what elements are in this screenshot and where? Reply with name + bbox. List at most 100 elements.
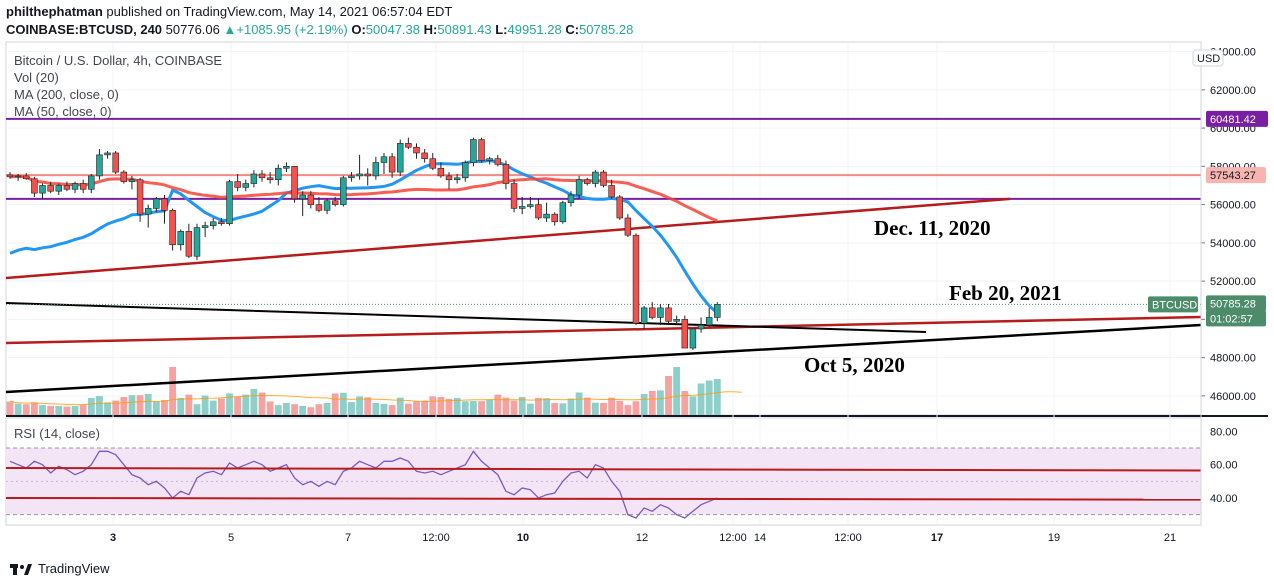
volume-bar [437,397,445,415]
candle-body [258,173,266,179]
candle-body [705,317,713,326]
volume-bar [128,395,136,415]
candle-body [445,175,453,181]
volume-bar [274,405,282,415]
candle-body [356,173,363,177]
volume-bar [307,407,315,415]
candle-body [283,166,290,169]
x-tick-label: 10 [517,532,529,544]
volume-bar [713,379,721,415]
volume-bar [193,404,201,415]
last-price: 50776.06 [165,22,220,37]
candle-body [218,221,225,225]
y-tick-label: 54000.00 [1210,238,1256,250]
volume-bar [339,392,347,415]
volume-bar [30,402,38,415]
candle-body [315,204,323,211]
candle-body [323,200,331,211]
candle-body [649,307,656,318]
candle-body [242,183,249,188]
candle-body [624,217,632,236]
volume-bar [348,402,355,415]
x-tick-label: 12 [636,532,648,544]
legend-volume[interactable]: Vol (20) [14,70,59,85]
candle-body [502,164,510,184]
candle-body [153,198,160,209]
candle-body [6,174,14,178]
volume-bar [299,406,307,415]
volume-bar [469,400,477,415]
volume-bar [161,400,168,415]
candle-body [518,206,526,209]
volume-bar [421,400,429,415]
publish-text: published on TradingView.com, May 14, 20… [106,4,453,19]
volume-bar [71,406,79,415]
volume-bar [39,405,46,415]
candle-body [266,177,274,181]
volume-bar [356,396,364,415]
y-tick-label: 48000.00 [1210,353,1256,365]
candle-body [128,179,136,182]
candle-body [608,185,615,198]
candle-body [79,183,87,190]
volume-bar [640,394,648,415]
volume-bar [112,400,120,415]
candle-body [55,185,63,192]
last-price-tag: 50785.28 [1210,298,1256,310]
volume-bar [608,397,616,415]
volume-bar [705,380,713,415]
rsi-trendline-lower [5,497,1202,501]
volume-bar [551,403,559,415]
volume-bar [591,402,599,415]
author-name[interactable]: philthephatman [6,4,103,19]
candle-body [47,185,54,192]
candle-body [551,213,558,223]
candle-body [372,162,380,177]
symbol-label: COINBASE:BTCUSD, 240 [6,22,163,37]
y-tick-label: 56000.00 [1210,200,1256,212]
rsi-tick-label: 60.00 [1210,460,1238,472]
volume-bar [632,401,640,415]
ma200-line [9,174,718,223]
candle-body [234,181,241,188]
volume-bar [535,397,542,415]
volume-bar [104,402,111,415]
candle-body [575,179,583,196]
legend-ma50[interactable]: MA (50, close, 0) [14,104,112,119]
volume-bar [445,398,453,415]
volume-bar [494,394,502,415]
candle-body [453,177,461,181]
volume-bar [201,395,209,415]
legend-title[interactable]: Bitcoin / U.S. Dollar, 4h, COINBASE [14,53,223,68]
volume-bar [331,393,339,415]
volume-bar [14,403,22,415]
x-tick-label: 5 [228,532,234,544]
candle-body [226,181,233,225]
volume-bar [616,400,624,415]
volume-bar [478,401,485,415]
volume-bar [364,397,372,415]
legend-ma200[interactable]: MA (200, close, 0) [14,87,119,102]
candle-body [494,158,502,165]
candle-body [640,307,648,324]
volume-bar [63,406,71,415]
volume-bar [258,392,266,415]
ohlc-bar: COINBASE:BTCUSD, 240 50776.06 ▲+1085.95 … [6,22,634,37]
candle-body [584,179,591,184]
volume-bar [697,383,705,415]
candle-body [144,208,152,215]
volume-bar [388,405,396,415]
volume-bar [429,396,437,415]
candle-body [462,162,469,179]
candle-body [14,175,22,178]
volume-bar [323,403,331,415]
volume-bar [600,403,607,415]
volume-bar [79,405,87,415]
candle-body [665,307,672,322]
candle-body [657,307,664,318]
rsi-legend[interactable]: RSI (14, close) [14,426,100,441]
candle-body [632,234,640,324]
trendline-oct-5 [5,323,1202,394]
footer-brand[interactable]: TradingView [10,561,110,576]
